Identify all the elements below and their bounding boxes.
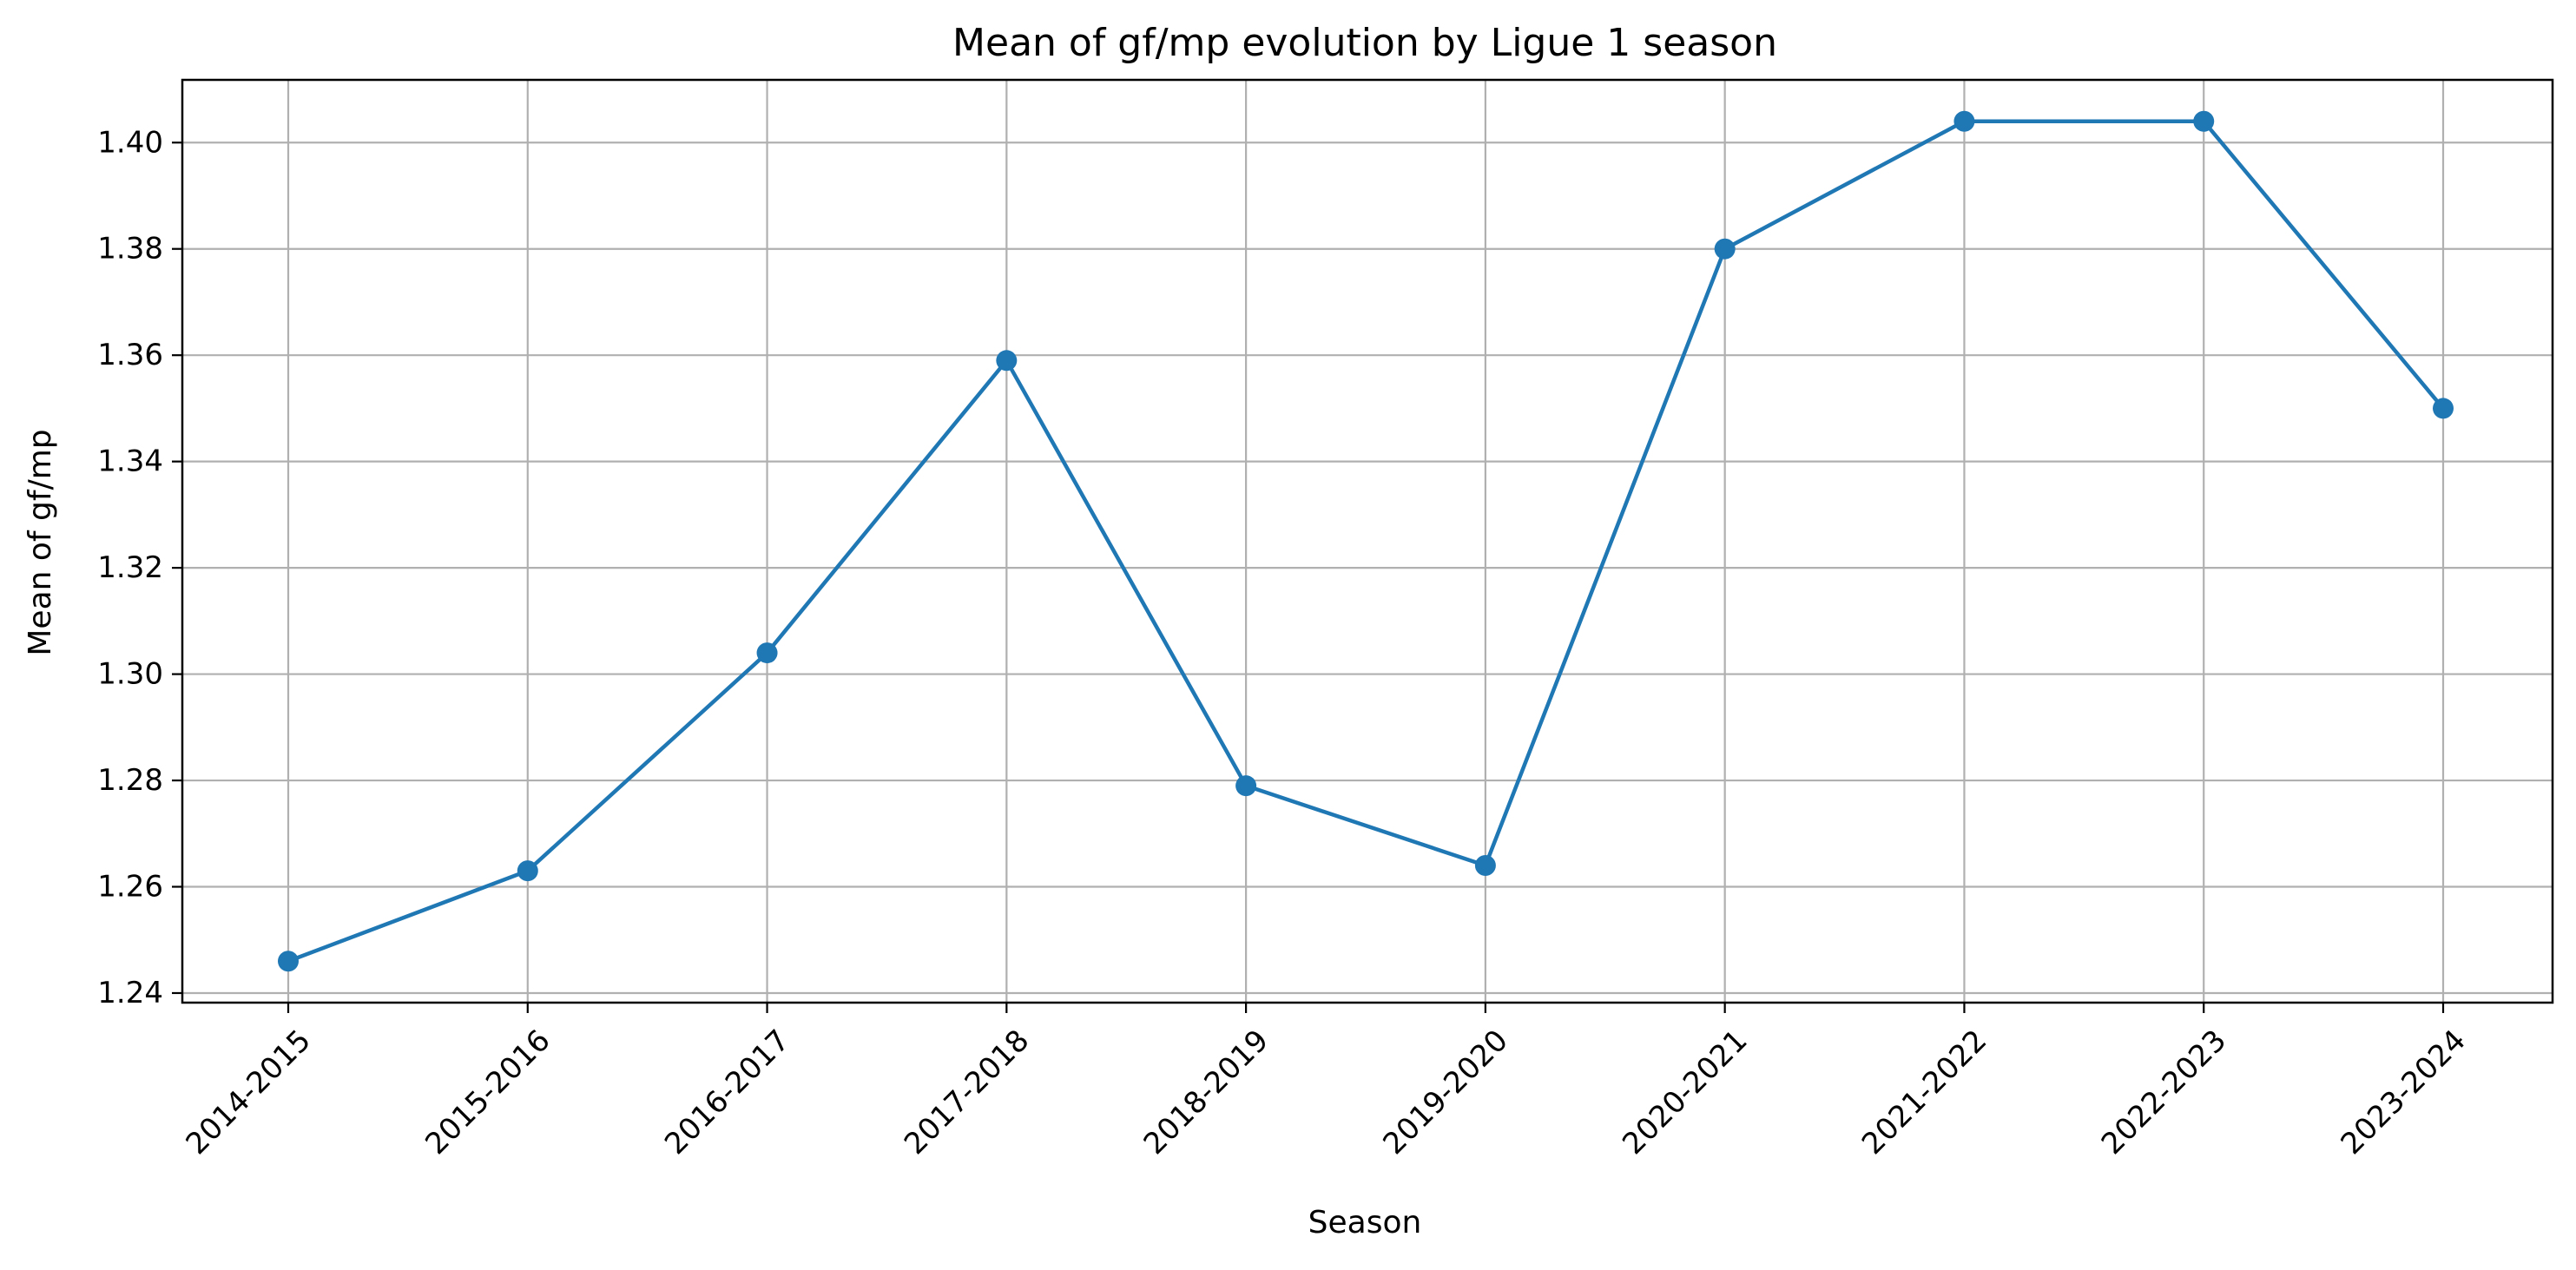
y-tick-label: 1.36 — [97, 338, 163, 372]
y-tick-label: 1.38 — [97, 232, 163, 267]
plot-frame — [181, 78, 2554, 1004]
data-point — [756, 642, 778, 664]
data-point — [2433, 398, 2454, 419]
data-point — [278, 951, 299, 972]
y-tick-label: 1.40 — [97, 125, 163, 160]
y-axis-label: Mean of gf/mp — [23, 429, 58, 655]
series-line — [287, 119, 2445, 964]
data-point — [517, 860, 538, 882]
data-point — [2193, 110, 2215, 132]
series-gfmp — [278, 110, 2454, 972]
grid-lines — [182, 80, 2553, 1003]
y-tick-label: 1.32 — [97, 550, 163, 585]
data-point — [996, 350, 1018, 372]
chart-title: Mean of gf/mp evolution by Ligue 1 seaso… — [952, 21, 1777, 65]
data-point — [1953, 110, 1975, 132]
data-point — [1714, 238, 1736, 260]
y-tick-label: 1.24 — [97, 976, 163, 1010]
data-point — [1474, 855, 1496, 877]
y-tick-label: 1.34 — [97, 444, 163, 479]
x-axis-label: Season — [1308, 1205, 1422, 1240]
data-point — [1235, 775, 1257, 797]
y-tick-label: 1.28 — [97, 763, 163, 798]
y-tick-label: 1.26 — [97, 870, 163, 905]
y-tick-label: 1.30 — [97, 657, 163, 692]
